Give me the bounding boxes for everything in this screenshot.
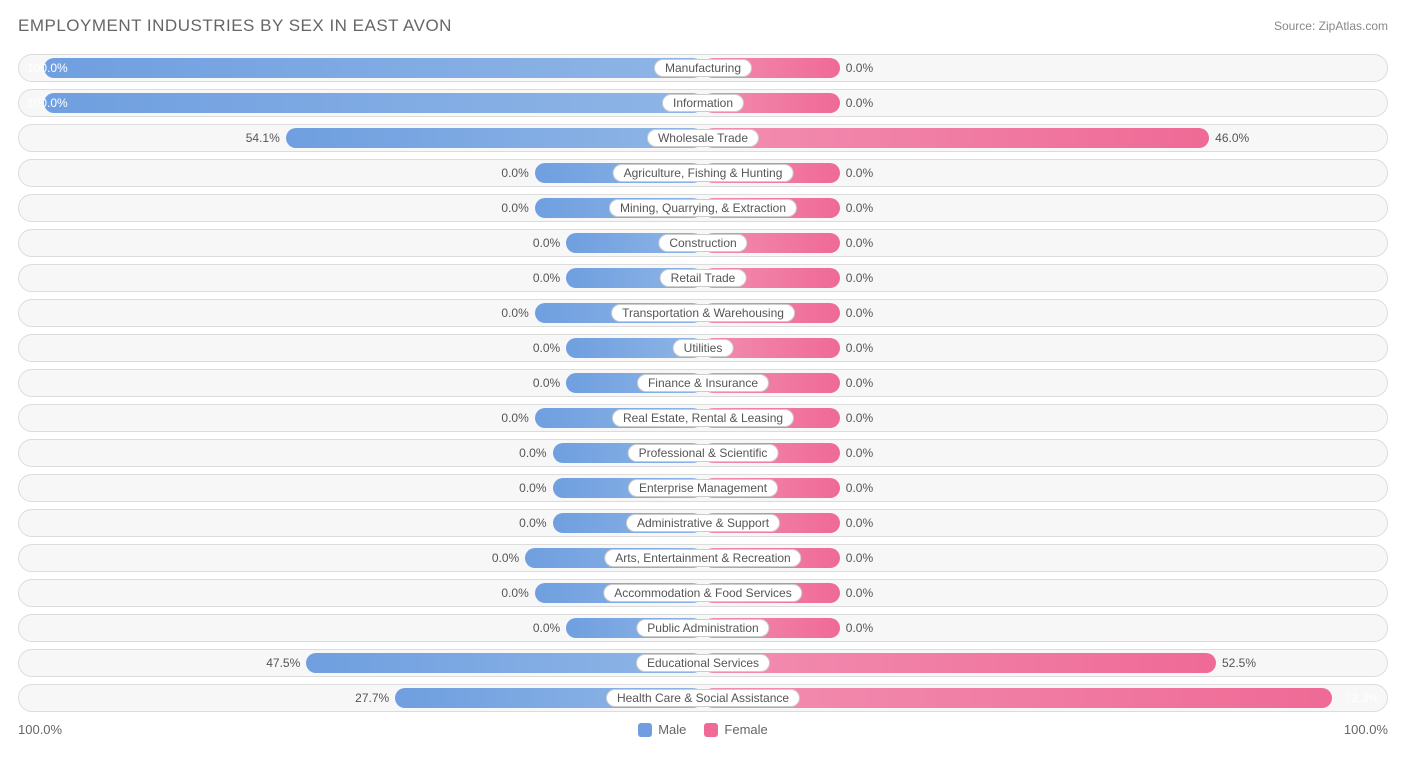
- chart-header: EMPLOYMENT INDUSTRIES BY SEX IN EAST AVO…: [18, 16, 1388, 36]
- legend-item: Female: [704, 722, 767, 737]
- chart-row: Administrative & Support 0.0% 0.0%: [18, 509, 1388, 537]
- legend-item: Male: [638, 722, 686, 737]
- male-value-label: 100.0%: [27, 96, 68, 110]
- male-value-label: 100.0%: [27, 61, 68, 75]
- legend-label: Male: [658, 722, 686, 737]
- legend-label: Female: [724, 722, 767, 737]
- row-category-label: Transportation & Warehousing: [611, 304, 795, 322]
- chart-source: Source: ZipAtlas.com: [1274, 19, 1388, 33]
- female-value-label: 0.0%: [846, 481, 873, 495]
- chart-title: EMPLOYMENT INDUSTRIES BY SEX IN EAST AVO…: [18, 16, 452, 36]
- male-value-label: 54.1%: [246, 131, 280, 145]
- chart-row: Transportation & Warehousing 0.0% 0.0%: [18, 299, 1388, 327]
- male-value-label: 47.5%: [266, 656, 300, 670]
- legend-swatch: [704, 723, 718, 737]
- chart-footer: 100.0% Male Female 100.0%: [18, 722, 1388, 737]
- row-category-label: Administrative & Support: [626, 514, 780, 532]
- chart-row: Retail Trade 0.0% 0.0%: [18, 264, 1388, 292]
- chart-row: Manufacturing 100.0% 0.0%: [18, 54, 1388, 82]
- female-value-label: 0.0%: [846, 376, 873, 390]
- female-value-label: 0.0%: [846, 516, 873, 530]
- female-value-label: 46.0%: [1215, 131, 1249, 145]
- female-value-label: 0.0%: [846, 96, 873, 110]
- chart-row: Information 100.0% 0.0%: [18, 89, 1388, 117]
- female-value-label: 52.5%: [1222, 656, 1256, 670]
- legend: Male Female: [638, 722, 768, 737]
- female-value-label: 0.0%: [846, 586, 873, 600]
- male-value-label: 0.0%: [519, 516, 546, 530]
- chart-row: Finance & Insurance 0.0% 0.0%: [18, 369, 1388, 397]
- chart-row: Health Care & Social Assistance 27.7% 72.3…: [18, 684, 1388, 712]
- row-category-label: Arts, Entertainment & Recreation: [604, 549, 801, 567]
- female-value-label: 72.3%: [1345, 691, 1379, 705]
- chart-row: Arts, Entertainment & Recreation 0.0% 0.0%: [18, 544, 1388, 572]
- row-category-label: Agriculture, Fishing & Hunting: [613, 164, 794, 182]
- female-value-label: 0.0%: [846, 201, 873, 215]
- row-category-label: Public Administration: [636, 619, 769, 637]
- male-value-label: 0.0%: [533, 341, 560, 355]
- row-category-label: Real Estate, Rental & Leasing: [612, 409, 794, 427]
- row-category-label: Retail Trade: [660, 269, 747, 287]
- male-value-label: 0.0%: [519, 481, 546, 495]
- row-category-label: Professional & Scientific: [628, 444, 779, 462]
- female-value-label: 0.0%: [846, 621, 873, 635]
- female-value-label: 0.0%: [846, 411, 873, 425]
- row-category-label: Utilities: [673, 339, 734, 357]
- chart-row: Real Estate, Rental & Leasing 0.0% 0.0%: [18, 404, 1388, 432]
- chart-row: Mining, Quarrying, & Extraction 0.0% 0.0%: [18, 194, 1388, 222]
- male-value-label: 0.0%: [533, 236, 560, 250]
- male-value-label: 0.0%: [533, 621, 560, 635]
- female-value-label: 0.0%: [846, 341, 873, 355]
- male-value-label: 0.0%: [501, 201, 528, 215]
- female-value-label: 0.0%: [846, 551, 873, 565]
- male-value-label: 0.0%: [501, 411, 528, 425]
- row-category-label: Accommodation & Food Services: [603, 584, 802, 602]
- male-value-label: 0.0%: [533, 271, 560, 285]
- chart-row: Agriculture, Fishing & Hunting 0.0% 0.0%: [18, 159, 1388, 187]
- female-value-label: 0.0%: [846, 271, 873, 285]
- chart-row: Educational Services 47.5% 52.5%: [18, 649, 1388, 677]
- chart-row: Wholesale Trade 54.1% 46.0%: [18, 124, 1388, 152]
- female-value-label: 0.0%: [846, 61, 873, 75]
- male-bar: [286, 128, 703, 148]
- chart-row: Utilities 0.0% 0.0%: [18, 334, 1388, 362]
- row-category-label: Educational Services: [636, 654, 770, 672]
- female-bar: [703, 653, 1216, 673]
- row-category-label: Enterprise Management: [628, 479, 778, 497]
- chart-row: Accommodation & Food Services 0.0% 0.0%: [18, 579, 1388, 607]
- female-value-label: 0.0%: [846, 446, 873, 460]
- female-value-label: 0.0%: [846, 166, 873, 180]
- chart-row: Construction 0.0% 0.0%: [18, 229, 1388, 257]
- row-category-label: Manufacturing: [654, 59, 752, 77]
- row-category-label: Mining, Quarrying, & Extraction: [609, 199, 797, 217]
- axis-right-label: 100.0%: [1344, 722, 1388, 737]
- row-category-label: Construction: [658, 234, 747, 252]
- male-value-label: 0.0%: [519, 446, 546, 460]
- row-category-label: Information: [662, 94, 744, 112]
- male-value-label: 0.0%: [533, 376, 560, 390]
- male-value-label: 0.0%: [492, 551, 519, 565]
- chart-row: Professional & Scientific 0.0% 0.0%: [18, 439, 1388, 467]
- female-value-label: 0.0%: [846, 306, 873, 320]
- male-value-label: 0.0%: [501, 166, 528, 180]
- chart-row: Enterprise Management 0.0% 0.0%: [18, 474, 1388, 502]
- male-value-label: 27.7%: [355, 691, 389, 705]
- legend-swatch: [638, 723, 652, 737]
- male-value-label: 0.0%: [501, 306, 528, 320]
- axis-left-label: 100.0%: [18, 722, 62, 737]
- chart-row: Public Administration 0.0% 0.0%: [18, 614, 1388, 642]
- male-bar: [44, 93, 703, 113]
- diverging-bar-chart: Manufacturing 100.0% 0.0% Information 100.0%…: [18, 54, 1388, 712]
- row-category-label: Wholesale Trade: [647, 129, 759, 147]
- male-bar: [44, 58, 703, 78]
- male-value-label: 0.0%: [501, 586, 528, 600]
- female-value-label: 0.0%: [846, 236, 873, 250]
- row-category-label: Health Care & Social Assistance: [606, 689, 800, 707]
- female-bar: [703, 128, 1209, 148]
- row-category-label: Finance & Insurance: [637, 374, 769, 392]
